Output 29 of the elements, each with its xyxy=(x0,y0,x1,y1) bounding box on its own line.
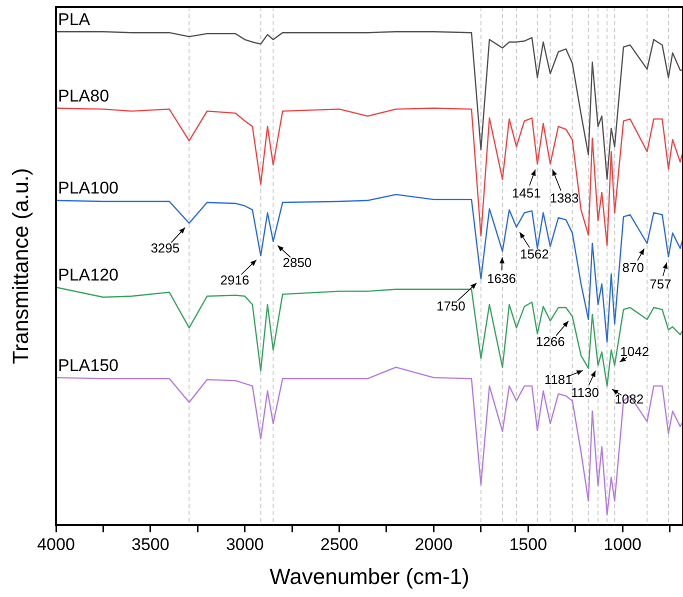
annotation: 1042 xyxy=(620,344,650,359)
annotation: 870 xyxy=(622,260,644,275)
annotation: 1562 xyxy=(520,246,549,262)
annotation: 1130 xyxy=(571,384,599,400)
annotation: 757 xyxy=(650,276,672,292)
x-tick-label: 1500 xyxy=(509,535,548,554)
series-label: PLA xyxy=(58,10,91,29)
annotation: 3295 xyxy=(150,240,180,256)
series-label: PLA100 xyxy=(58,178,118,198)
annotation: 1451 xyxy=(512,186,541,201)
annotation: 1082 xyxy=(614,392,644,407)
annotation: 1266 xyxy=(536,334,565,350)
series-label: PLA120 xyxy=(58,266,118,285)
annotation: 1750 xyxy=(436,298,466,314)
x-tick-label: 3500 xyxy=(132,535,170,554)
x-tick-label: 2000 xyxy=(414,535,453,554)
x-axis-title: Wavenumber (cm-1) xyxy=(270,564,470,589)
annotation: 1636 xyxy=(486,270,516,286)
annotation: 2916 xyxy=(220,272,250,288)
annotation: 1181 xyxy=(544,372,572,387)
x-tick-label: 2500 xyxy=(320,535,358,554)
annotation: 2850 xyxy=(282,255,312,270)
y-axis-title: Transmittance (a.u.) xyxy=(8,168,34,364)
annotation: 1383 xyxy=(550,190,579,206)
x-tick-label: 4000 xyxy=(37,535,75,554)
x-tick-label: 1000 xyxy=(604,535,642,554)
series-label: PLA150 xyxy=(58,356,118,375)
x-tick-label: 3000 xyxy=(226,535,264,554)
series-label: PLA80 xyxy=(58,86,110,106)
